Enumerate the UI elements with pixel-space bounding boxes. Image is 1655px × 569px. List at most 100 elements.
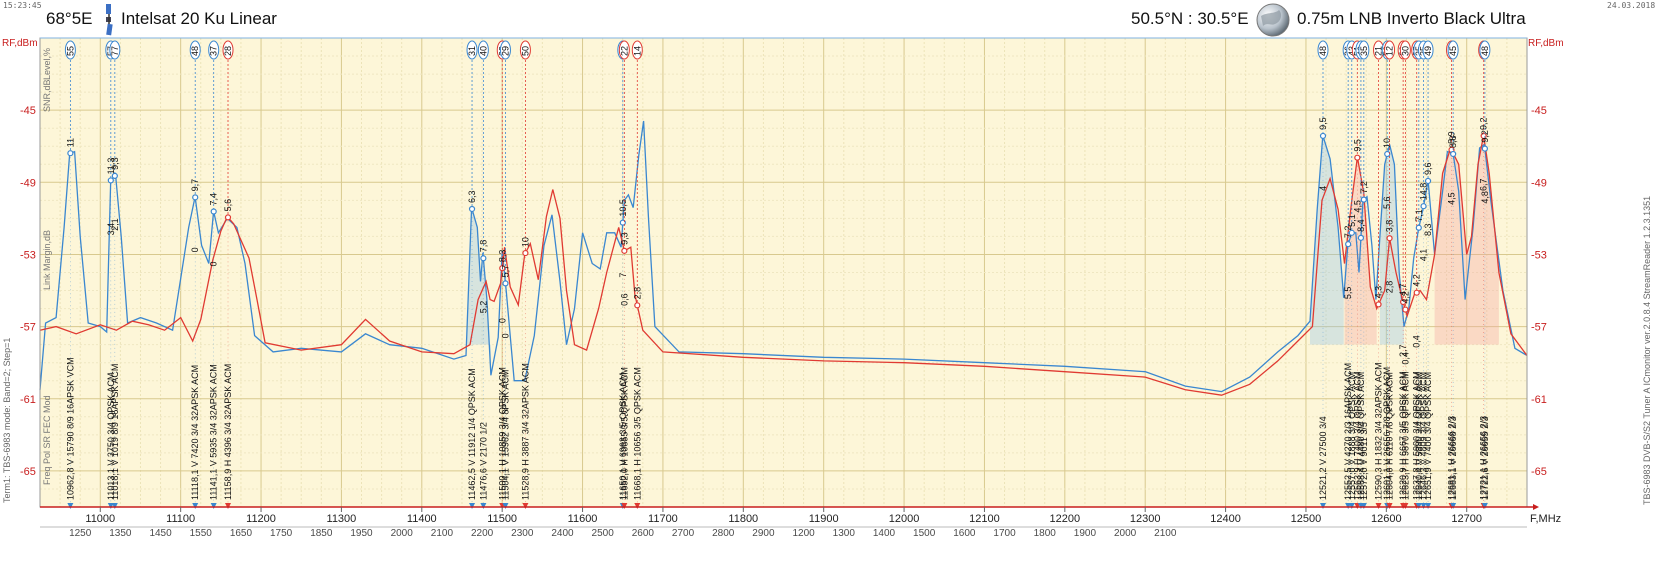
level-badge <box>1447 40 1459 60</box>
transponder-params: 12563,9 H 7400 3/4 QPSK ACM <box>1352 371 1362 500</box>
if-tick-label: 1200 <box>792 528 815 539</box>
freq-marker <box>1415 503 1422 509</box>
margin-value: 6,7 <box>1479 178 1489 191</box>
y-tick-label-right: -45 <box>1531 105 1547 117</box>
snr-marker <box>1420 203 1427 210</box>
level-value: 45 <box>1448 46 1458 56</box>
transponder-fill <box>1379 144 1405 345</box>
if-tick-label: 1850 <box>310 528 333 539</box>
x-tick-label: 12100 <box>969 513 1000 525</box>
snr-value: 5,7 <box>500 265 510 278</box>
level-value: 21 <box>1374 46 1384 56</box>
legend-snr: SNR,dB <box>42 79 52 112</box>
transponder-params: 12521,2 V 27500 3/4 <box>1318 416 1328 500</box>
margin-value: 4,8 <box>1480 191 1490 204</box>
y-tick-label-right: -49 <box>1531 177 1547 189</box>
observer-position: 50.5°N : 30.5°E <box>1131 9 1249 28</box>
margin-value: 7 <box>618 273 628 278</box>
if-tick-label: 1650 <box>230 528 253 539</box>
transponder-params: 11018,1 V 1019 8/9 16APSK ACM <box>110 364 120 500</box>
snr-value: 7,8 <box>478 240 488 253</box>
transponder-params: 11668,1 H 10656 3/5 QPSK ACM <box>632 367 642 500</box>
snr-marker <box>67 150 74 157</box>
legend-level: Level,% <box>42 48 52 80</box>
snr-value: 2,8 <box>632 287 642 300</box>
snr-value: 11,3 <box>106 158 116 175</box>
margin-value: 0,4 <box>1412 335 1422 348</box>
level-badge <box>1317 40 1329 60</box>
freq-marker <box>1420 503 1427 509</box>
transponder-params: 12557,0 V 1888 3/4 QPSK ACM <box>1347 372 1357 500</box>
level-badge <box>208 40 220 60</box>
transponder-params: 12683,1 V 26668 2/3 <box>1448 416 1458 500</box>
snr-value: 14,8 <box>1419 183 1429 201</box>
legend-params: Freq Pol SR FEC Mod <box>42 395 52 485</box>
y-tick-label-right: -65 <box>1531 466 1547 478</box>
margin-value: 4 <box>1318 186 1328 191</box>
if-tick-label: 2700 <box>672 528 695 539</box>
snr-marker <box>1424 177 1432 185</box>
if-tick-label: 2500 <box>592 528 615 539</box>
snr-value: 6,3 <box>467 190 477 203</box>
transponder-params: 12601,1 V 26656 7/8 QPSK ACM <box>1382 367 1392 500</box>
snr-marker <box>1413 289 1420 296</box>
level-value: 43 <box>1347 46 1357 56</box>
snr-marker <box>1354 154 1361 161</box>
date-label: 24.03.2018 <box>1607 1 1655 10</box>
right-vertical-info: TBS-6983 DVB-S/S2 Tuner A ICmonitor ver.… <box>1642 196 1652 505</box>
level-badge <box>631 40 643 60</box>
level-value: 29 <box>500 46 510 56</box>
freq-marker <box>1360 503 1367 509</box>
snr-value: 10 <box>1382 138 1392 148</box>
transponder-params: 12637,8 H 5900 3/4 QPSK ACM <box>1412 371 1422 500</box>
transponder-params: 12620,9 H 6667 3/5 QPSK ACM <box>1398 371 1408 500</box>
margin-value: 0,4 <box>1400 352 1410 365</box>
x-tick-label: 12400 <box>1210 513 1241 525</box>
snr-value: 9,2 <box>1480 130 1490 143</box>
freq-marker <box>1481 503 1488 509</box>
snr-value: 7,1 <box>1414 209 1424 222</box>
if-tick-label: 2400 <box>551 528 574 539</box>
freq-marker <box>111 503 118 509</box>
x-tick-label: 11800 <box>728 513 758 525</box>
snr-value: 3,8 <box>1385 220 1395 233</box>
level-badge <box>64 40 76 60</box>
transponder-params: 11528,9 H 3887 3/4 32APSK ACM <box>520 363 530 500</box>
snr-marker <box>111 172 118 180</box>
if-tick-label: 1750 <box>270 528 293 539</box>
y-tick-label-right: -61 <box>1531 394 1547 406</box>
transponder-params: 11500,1 H 10859 3/4 QPSK ACM <box>497 367 507 500</box>
y-tick-label-left: -49 <box>20 177 36 189</box>
snr-value: 5,6 <box>223 199 233 212</box>
transponder-params: 11118,1 V 7420 3/4 32APSK ACM <box>190 365 200 500</box>
transponder-params: 11652,0 H 10855 3/5 QPSK ACM <box>619 367 629 500</box>
if-tick-label: 1800 <box>1034 528 1057 539</box>
transponder-params: 11504,1 V 15962 3/4 8PSK ACM <box>500 370 510 500</box>
time-label: 15:23:45 <box>3 1 42 10</box>
transponder-params: 12721,1 H 26656 2/3 <box>1479 416 1489 500</box>
level-value: 48 <box>1480 46 1490 56</box>
if-tick-label: 1600 <box>953 528 976 539</box>
snr-value: 10 <box>520 237 530 247</box>
freq-marker <box>480 503 487 509</box>
x-tick-label: 12300 <box>1130 513 1161 525</box>
satellite-name: Intelsat 20 Ku Linear <box>121 9 277 28</box>
y-tick-label-left: -45 <box>20 105 36 117</box>
snr-marker <box>1375 301 1382 308</box>
level-value: 14 <box>632 46 642 56</box>
level-value: 49 <box>1423 46 1433 56</box>
y-axis-label-right: RF,dBm <box>1528 38 1564 49</box>
transponder-params: 12552,5 V 4270 2/3 16APSK ACM <box>1343 363 1353 500</box>
transponder-params: 12646,3 V 4809 3/4 QPSK ACM <box>1419 372 1429 500</box>
if-tick-label: 1500 <box>913 528 936 539</box>
x-axis-label: F,MHz <box>1530 513 1561 525</box>
x-tick-label: 11900 <box>809 513 839 525</box>
snr-value: 7,2 <box>1359 181 1369 194</box>
snr-marker <box>468 205 476 213</box>
snr-value: 9,7 <box>190 179 200 192</box>
snr-value: 9,6 <box>1423 162 1433 175</box>
y-tick-label-left: -57 <box>20 322 36 334</box>
margin-value: 4,1 <box>1419 249 1429 262</box>
